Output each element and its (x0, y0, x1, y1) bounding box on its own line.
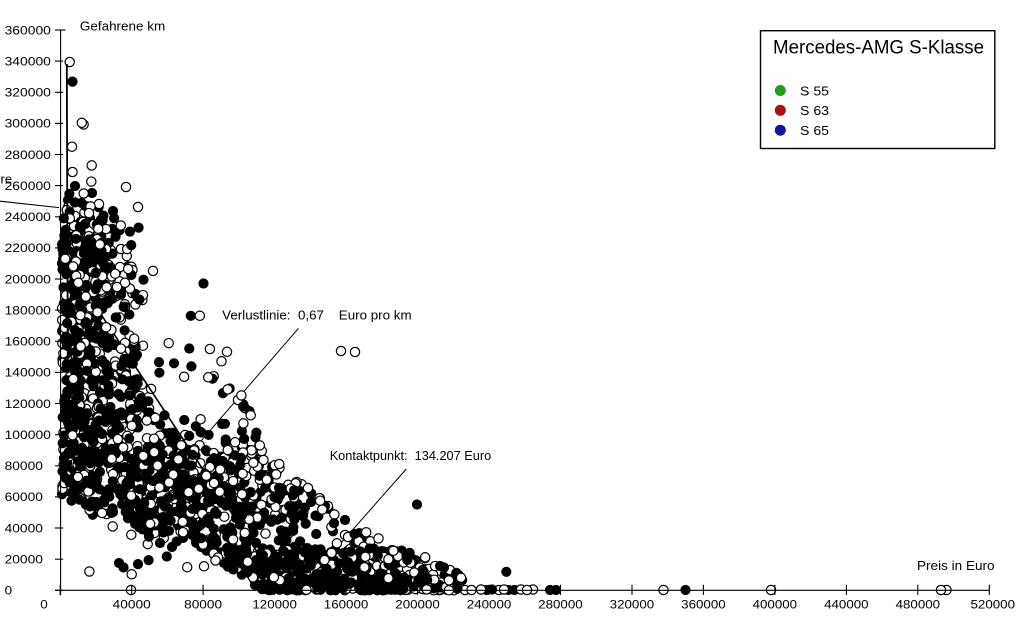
svg-text:360000: 360000 (5, 25, 51, 37)
svg-text:Verlustlinie: 0,67 Euro pr: Verlustlinie: 0,67 Euro pro km (222, 308, 411, 323)
svg-text:220000: 220000 (5, 243, 51, 255)
svg-text:140000: 140000 (5, 368, 51, 380)
svg-text:160000: 160000 (5, 337, 51, 349)
svg-text:0: 0 (40, 600, 48, 612)
svg-text:Kontaktpunkt: 134.207 Euro: Kontaktpunkt: 134.207 Euro (330, 448, 492, 463)
svg-text:80000: 80000 (184, 600, 222, 612)
svg-text:200000: 200000 (395, 600, 440, 612)
svg-text:Gefahrene km: Gefahrene km (80, 19, 165, 34)
svg-text:480000: 480000 (896, 600, 941, 612)
svg-text:120000: 120000 (252, 600, 297, 612)
svg-text:280000: 280000 (5, 150, 51, 162)
svg-text:120000: 120000 (5, 399, 51, 411)
svg-text:S 65: S 65 (800, 123, 829, 138)
svg-text:240000: 240000 (5, 212, 51, 224)
svg-text:200000: 200000 (5, 274, 51, 286)
svg-text:280000: 280000 (538, 600, 583, 612)
svg-text:320000: 320000 (610, 600, 655, 612)
svg-text:S 63: S 63 (800, 103, 829, 118)
svg-text:Preis in Euro: Preis in Euro (917, 558, 995, 573)
svg-text:360000: 360000 (681, 600, 726, 612)
svg-text:260000: 260000 (5, 181, 51, 193)
svg-text:520000: 520000 (971, 600, 1016, 612)
svg-text:100000: 100000 (5, 430, 51, 442)
svg-text:80000: 80000 (5, 461, 43, 473)
svg-text:320000: 320000 (5, 88, 51, 100)
svg-text:60000: 60000 (5, 492, 43, 504)
svg-text:40000: 40000 (5, 523, 43, 535)
svg-text:0: 0 (5, 586, 12, 598)
svg-text:Mercedes-AMG S-Klasse: Mercedes-AMG S-Klasse (773, 38, 984, 59)
svg-text:20000: 20000 (5, 555, 43, 567)
svg-text:240000: 240000 (467, 600, 512, 612)
svg-text:440000: 440000 (824, 600, 869, 612)
svg-text:180000: 180000 (5, 305, 51, 317)
svg-text:re: re (1, 172, 13, 187)
svg-text:400000: 400000 (753, 600, 798, 612)
svg-text:160000: 160000 (324, 600, 369, 612)
svg-text:340000: 340000 (5, 56, 51, 68)
svg-text:40000: 40000 (113, 600, 151, 612)
svg-text:300000: 300000 (5, 119, 51, 131)
svg-text:S 55: S 55 (800, 83, 829, 98)
